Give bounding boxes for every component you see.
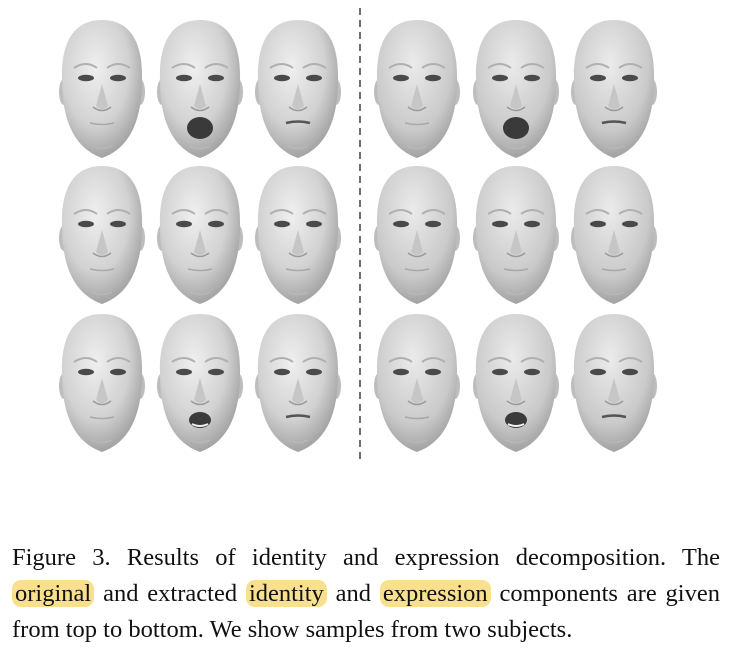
figure-panel <box>59 8 657 462</box>
face-mesh-expression <box>473 314 559 452</box>
face-mesh-original <box>157 20 243 158</box>
highlight-original: original <box>12 579 95 607</box>
face-mesh-identity <box>374 166 460 304</box>
face-grid <box>59 8 657 462</box>
face-mesh-expression <box>59 314 145 452</box>
caption-mid2: and <box>335 579 372 607</box>
face-mesh-identity <box>473 166 559 304</box>
face-mesh-original <box>374 20 460 158</box>
highlight-identity: identity <box>245 579 327 607</box>
face-mesh-original <box>59 20 145 158</box>
caption-prefix: Figure 3. Results of identity and expres… <box>12 543 720 571</box>
figure-caption: Figure 3. Results of identity and expres… <box>12 540 720 648</box>
face-mesh-expression <box>255 314 341 452</box>
face-mesh-identity <box>255 166 341 304</box>
caption-mid1: and extracted <box>103 579 238 607</box>
face-mesh-expression <box>571 314 657 452</box>
face-mesh-original <box>473 20 559 158</box>
face-mesh-expression <box>157 314 243 452</box>
face-mesh-original <box>255 20 341 158</box>
face-mesh-identity <box>571 166 657 304</box>
face-mesh-expression <box>374 314 460 452</box>
highlight-expression: expression <box>379 579 491 607</box>
face-mesh-original <box>571 20 657 158</box>
face-mesh-identity <box>157 166 243 304</box>
face-mesh-identity <box>59 166 145 304</box>
